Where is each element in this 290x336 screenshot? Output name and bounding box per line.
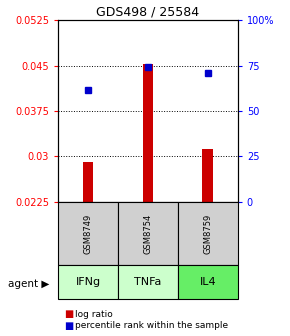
Text: GSM8754: GSM8754 [143,213,153,254]
Bar [58,265,118,299]
Text: ■: ■ [64,309,73,319]
Bar [118,202,178,265]
Bar [178,202,238,265]
Bar [58,202,118,265]
Text: ■: ■ [64,321,73,331]
Bar [142,64,153,202]
Title: GDS498 / 25584: GDS498 / 25584 [96,6,200,19]
Text: IL4: IL4 [200,277,216,287]
Bar [178,265,238,299]
Text: percentile rank within the sample: percentile rank within the sample [75,322,229,330]
Bar [118,265,178,299]
Bar [83,162,93,202]
Text: log ratio: log ratio [75,310,113,319]
Bar [202,149,213,202]
Text: GSM8759: GSM8759 [203,213,212,254]
Text: IFNg: IFNg [75,277,101,287]
Text: TNFa: TNFa [134,277,162,287]
Text: agent ▶: agent ▶ [8,279,49,289]
Text: GSM8749: GSM8749 [84,213,93,254]
